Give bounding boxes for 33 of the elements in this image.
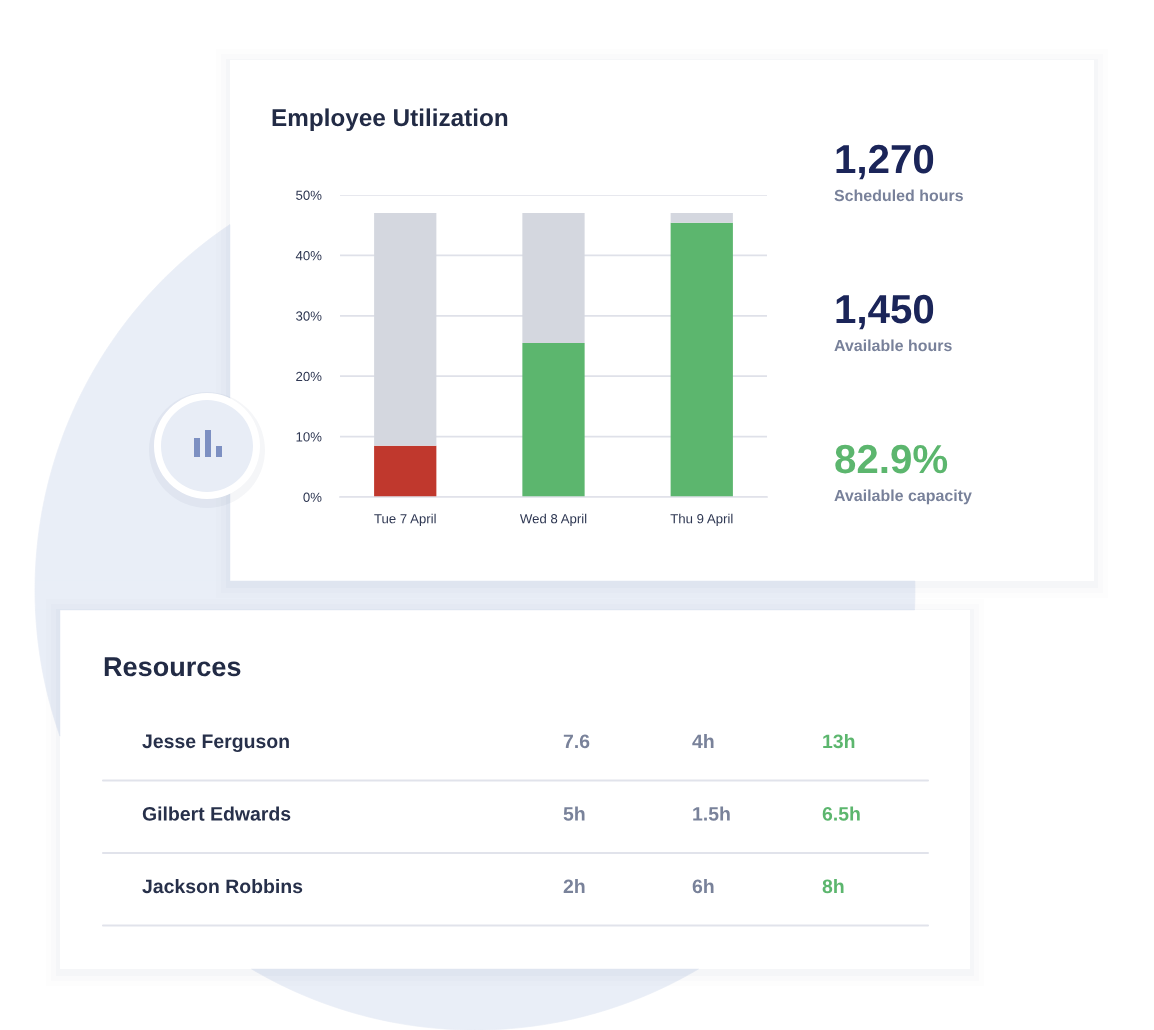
y-tick-label: 50%: [296, 190, 322, 200]
y-tick-label: 0%: [303, 492, 322, 502]
data-label: 2h: [563, 878, 585, 894]
bar: [522, 342, 585, 497]
data-label: 8h: [822, 878, 844, 894]
chart-title: Employee Utilization: [272, 108, 508, 132]
category-label: Available hours: [834, 339, 952, 352]
x-tick-label: Thu 9 April: [670, 513, 733, 526]
data-label: 6h: [692, 878, 714, 894]
category-label: Gilbert Edwards: [142, 806, 291, 821]
y-tick-label: 30%: [296, 311, 322, 321]
bar: [670, 213, 733, 223]
data-label: 7.6: [563, 734, 590, 749]
data-label: 1.5h: [693, 806, 730, 821]
data-label: 6.5h: [822, 806, 860, 821]
data-label: 13h: [823, 733, 855, 749]
data-label: 5h: [563, 806, 585, 821]
x-tick-label: Tue 7 April: [374, 513, 436, 526]
text: 1,450: [836, 294, 934, 330]
bar: [670, 222, 733, 497]
category-label: Jesse Ferguson: [142, 734, 289, 753]
data-label: 4h: [692, 733, 714, 749]
text: 1,270: [836, 144, 934, 180]
y-tick-label: 10%: [296, 432, 322, 442]
y-tick-label: 20%: [296, 371, 322, 382]
y-tick-label: 40%: [295, 250, 322, 261]
text: Resources: [104, 657, 241, 677]
text: 82.9%: [835, 444, 948, 474]
bar: [374, 445, 437, 497]
category-label: Scheduled hours: [834, 189, 963, 202]
category-label: Jackson Robbins: [142, 878, 303, 894]
x-tick-label: Wed 8 April: [519, 513, 587, 526]
category-label: Available capacity: [834, 489, 972, 505]
